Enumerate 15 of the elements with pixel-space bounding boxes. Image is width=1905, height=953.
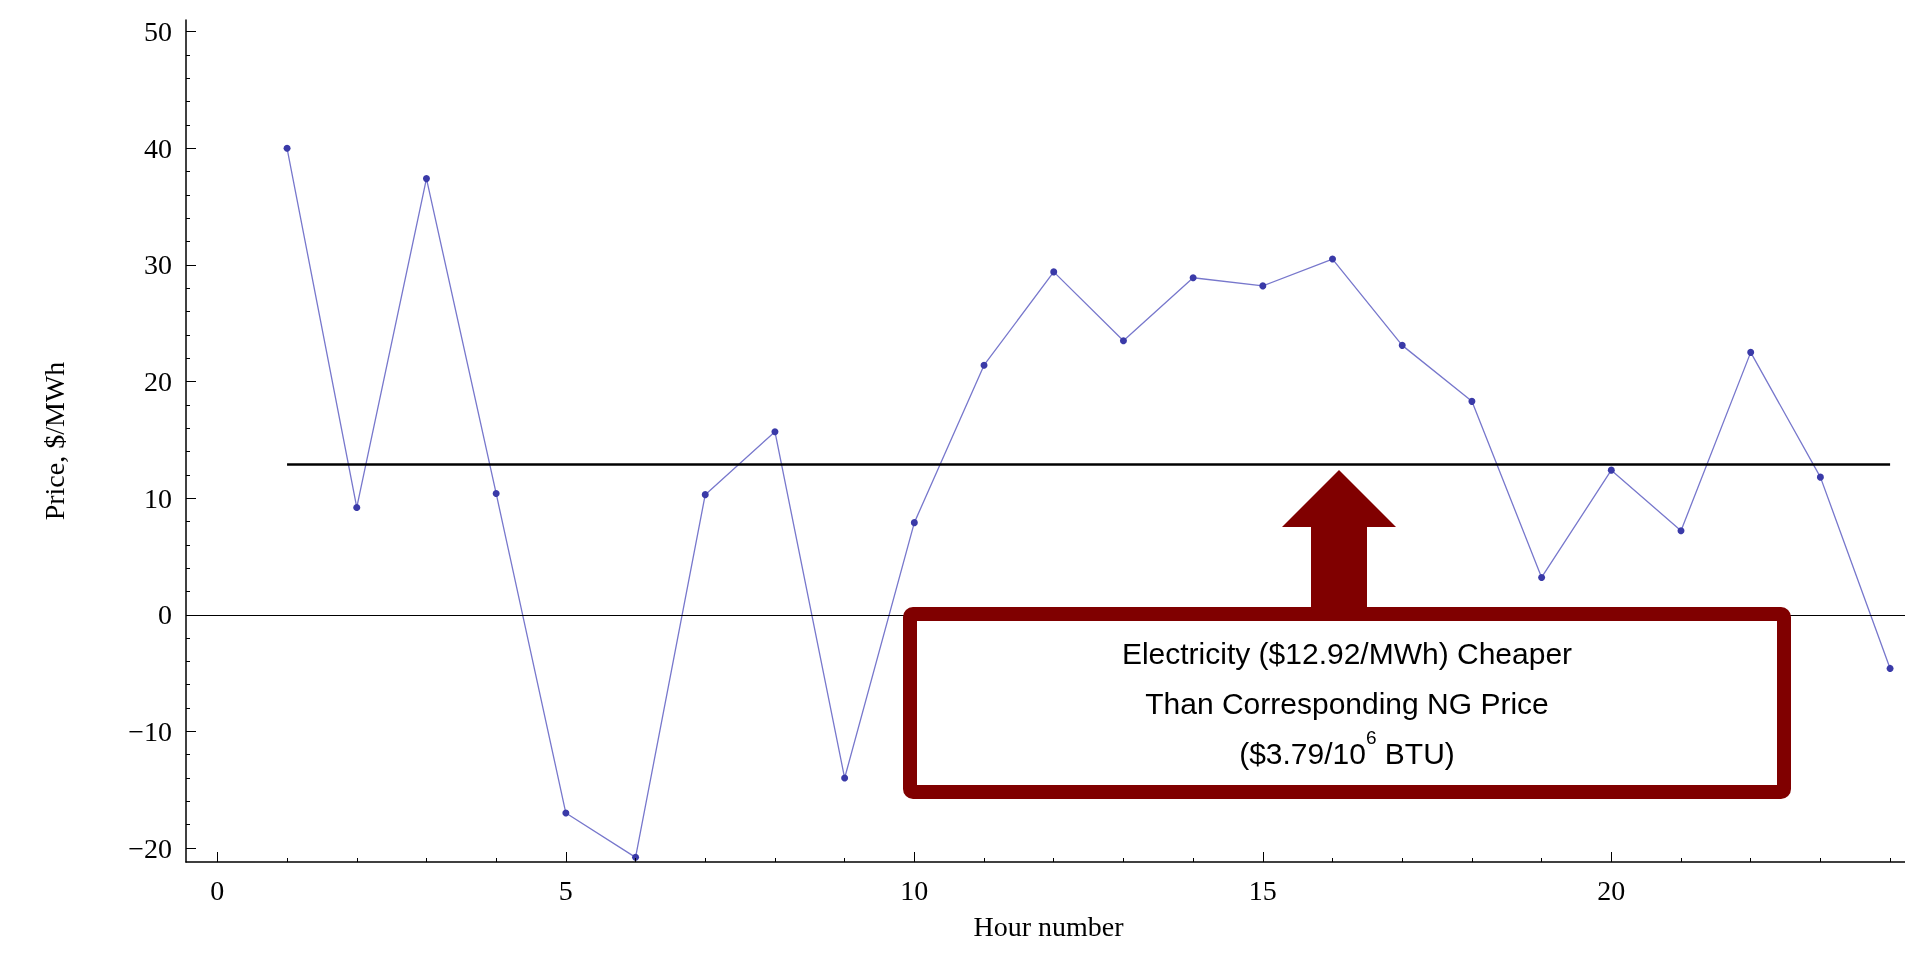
y-tick-label: 20 bbox=[144, 366, 172, 398]
x-tick-label: 0 bbox=[210, 874, 225, 906]
y-tick-label: −20 bbox=[128, 832, 172, 864]
x-tick-label: 5 bbox=[558, 874, 573, 906]
y-tick-label: 0 bbox=[158, 599, 172, 631]
y-tick-label: 10 bbox=[144, 482, 172, 514]
y-tick-label: 30 bbox=[144, 249, 172, 281]
y-tick-label: −10 bbox=[128, 715, 172, 747]
y-tick-label: 50 bbox=[144, 16, 172, 48]
x-tick-label: 20 bbox=[1597, 874, 1626, 906]
x-tick-label: 15 bbox=[1248, 874, 1277, 906]
y-axis-title: Price, $/MWh bbox=[38, 361, 70, 521]
x-axis-title: Hour number bbox=[973, 910, 1125, 942]
x-tick-label: 10 bbox=[900, 874, 929, 906]
y-tick-label: 40 bbox=[144, 132, 172, 164]
